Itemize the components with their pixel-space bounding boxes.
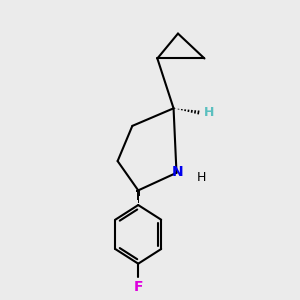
Text: N: N <box>171 165 183 179</box>
Text: H: H <box>197 171 206 184</box>
Text: H: H <box>204 106 214 119</box>
Text: F: F <box>134 280 143 294</box>
